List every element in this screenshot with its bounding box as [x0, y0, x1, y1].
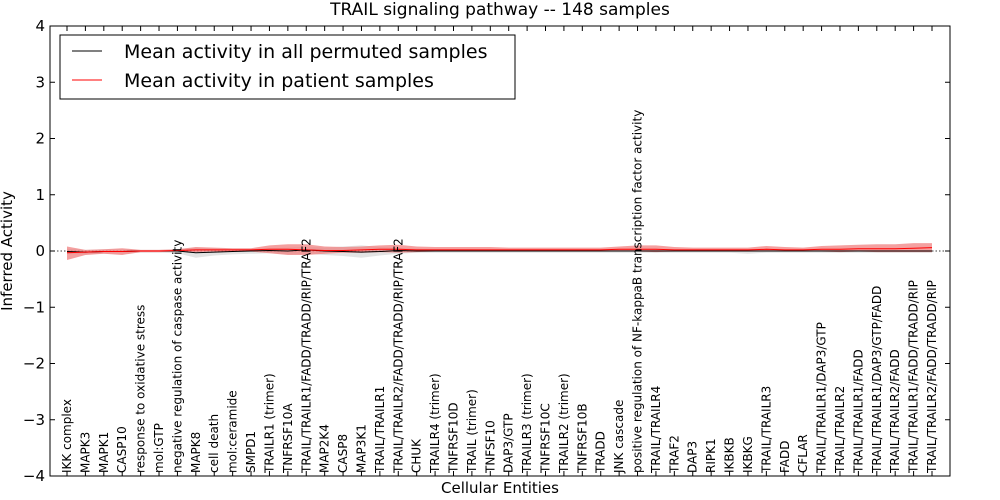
x-tick-label: MAPK8 [189, 432, 203, 473]
plot-area [50, 243, 950, 260]
x-tick-label: TNFRSF10C [539, 403, 553, 474]
legend-label-permuted: Mean activity in all permuted samples [124, 41, 487, 63]
x-tick-label: MAPK1 [97, 432, 111, 473]
x-tick-label: TRAIL/TRAILR2/FADD/TRADD/RIP [925, 280, 939, 474]
y-tick-label: 4 [35, 17, 45, 35]
y-tick-label: 2 [35, 130, 45, 148]
x-tick-label: MAP3K1 [354, 424, 368, 473]
x-tick-label: TRAIL/TRAILR1/DAP3/GTP/FADD [870, 286, 884, 474]
x-tick-label: TRAILR1 (trimer) [262, 373, 276, 474]
x-tick-label: TRAIL/TRAILR1/FADD/TRADD/RIP/TRAF2 [299, 238, 313, 474]
x-tick-label: TRAIL/TRAILR2/FADD/TRADD/RIP/TRAF2 [391, 238, 405, 474]
x-axis-label: Cellular Entities [441, 479, 559, 497]
x-axis: IKK complex MAPK3 MAPK1 CASP10 response to o… [60, 26, 939, 476]
x-tick-label: TRAIL/TRAILR4 [649, 386, 663, 474]
x-tick-label: negative regulation of caspase activity [170, 240, 184, 473]
legend-label-patient: Mean activity in patient samples [124, 70, 434, 92]
x-tick-label: CFLAR [796, 434, 810, 473]
x-tick-label: IKBKG [741, 436, 755, 473]
x-tick-label: FADD [778, 441, 792, 474]
x-tick-label: SMPD1 [244, 431, 258, 473]
y-tick-label: −4 [23, 467, 45, 485]
legend-box [59, 34, 516, 100]
y-axis-label: Inferred Activity [0, 191, 16, 311]
y-tick-label: −1 [23, 298, 45, 316]
x-tick-label: TRAIL (trimer) [465, 389, 479, 474]
x-tick-label: TRAIL/TRAILR3 [759, 386, 773, 474]
x-tick-label: MAPK3 [78, 432, 92, 473]
x-tick-label: IKBKB [723, 437, 737, 473]
x-tick-label: CASP8 [336, 434, 350, 473]
x-tick-label: TNFRSF10A [281, 403, 295, 474]
x-tick-label: TRAF2 [667, 435, 681, 474]
series-line-1 [66, 247, 933, 254]
x-tick-label: positive regulation of NF-kappaB transcr… [631, 110, 645, 473]
x-tick-label: TNFRSF10D [446, 402, 460, 474]
y-tick-label: 3 [35, 73, 45, 91]
x-tick-label: TRAIL/TRAILR1 [373, 386, 387, 474]
x-tick-label: JNK cascade [612, 400, 626, 474]
x-tick-label: TNFSF10 [483, 420, 497, 474]
x-tick-label: TRAIL/TRAILR1/DAP3/GTP [815, 322, 829, 474]
x-tick-label: TNFRSF10B [575, 403, 589, 474]
x-tick-label: TRAIL/TRAILR1/FADD [851, 349, 865, 474]
y-tick-label: −2 [23, 355, 45, 373]
x-tick-label: IKK complex [60, 399, 74, 473]
x-tick-label: CASP10 [115, 426, 129, 473]
x-tick-label: CHUK [410, 438, 424, 473]
x-tick-label: response to oxidative stress [134, 305, 148, 473]
x-tick-label: DAP3/GTP [502, 413, 516, 473]
x-tick-label: DAP3 [686, 441, 700, 473]
y-tick-label: 0 [35, 242, 45, 260]
y-axis: −4 −3 −2 −1 0 1 2 3 4 [23, 17, 950, 485]
x-tick-label: MAP2K4 [318, 424, 332, 473]
x-tick-label: RIPK1 [704, 438, 718, 473]
x-tick-label: TRAIL/TRAILR1/FADD/TRADD/RIP [907, 280, 921, 474]
x-tick-label: TRAILR3 (trimer) [520, 373, 534, 474]
x-tick-label: TRAIL/TRAILR2 [833, 386, 847, 474]
x-tick-label: cell death [207, 414, 221, 473]
series-band-1 [67, 243, 932, 260]
x-tick-label: TRADD [594, 431, 608, 474]
series-line-0 [66, 249, 932, 254]
x-tick-label: mol:GTP [152, 423, 166, 473]
x-tick-label: mol:ceramide [226, 390, 240, 473]
y-tick-label: −3 [23, 411, 45, 429]
legend: Mean activity in all permuted samples Me… [59, 34, 516, 100]
y-tick-label: 1 [35, 186, 45, 204]
x-tick-label: TRAILR2 (trimer) [557, 373, 571, 474]
x-tick-label: TRAIL/TRAILR2/FADD [888, 349, 902, 474]
x-tick-label: TRAILR4 (trimer) [428, 373, 442, 474]
chart-title: TRAIL signaling pathway -- 148 samples [329, 0, 670, 20]
